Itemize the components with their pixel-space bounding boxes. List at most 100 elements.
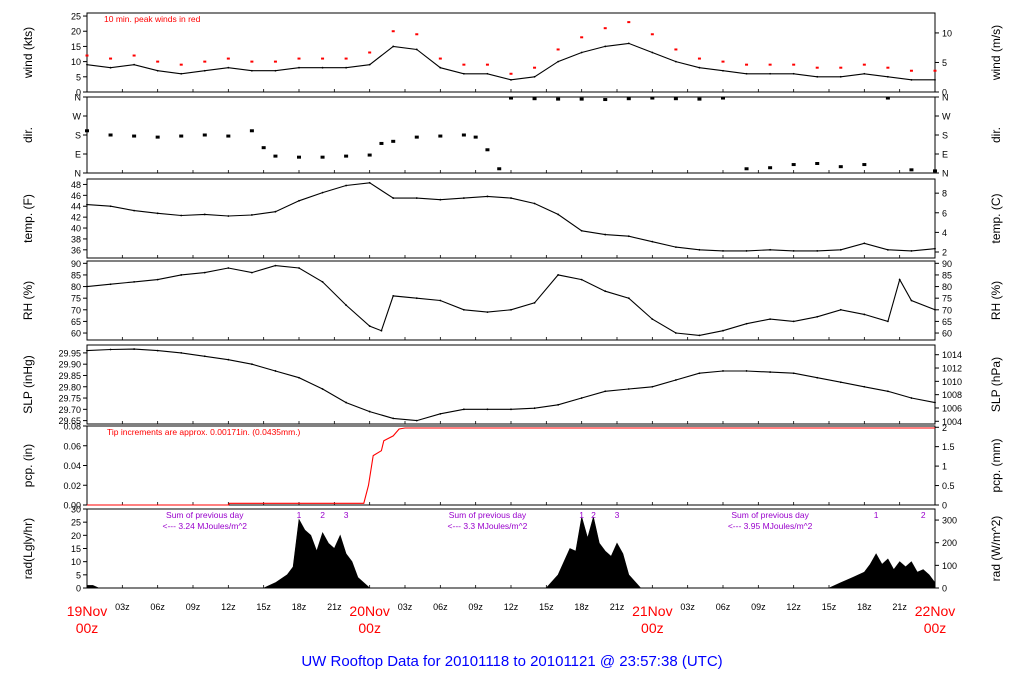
data-point	[910, 299, 913, 302]
left-axis-label: pcp. (in)	[21, 444, 35, 487]
direction-point	[497, 167, 502, 171]
left-axis-label: SLP (inHg)	[21, 355, 35, 413]
peak-wind-marker	[438, 57, 442, 60]
data-point	[557, 274, 560, 276]
hour-label: 21z	[327, 602, 342, 612]
data-point	[156, 69, 159, 72]
right-axis-label: wind (m/s)	[989, 25, 1003, 81]
data-point	[745, 370, 748, 372]
peak-wind-marker	[745, 63, 749, 66]
peak-wind-marker	[815, 66, 819, 69]
right-tick-label: 2	[942, 423, 947, 433]
left-tick-label: 15	[71, 544, 81, 554]
data-point	[533, 407, 536, 410]
direction-point	[226, 134, 231, 138]
data-point	[839, 308, 842, 311]
peak-wind-marker	[862, 63, 866, 66]
direction-point	[179, 134, 184, 138]
right-tick-label: 200	[942, 538, 957, 548]
data-point	[462, 197, 465, 199]
data-point	[816, 376, 819, 379]
panel-frame	[86, 425, 936, 506]
data-point	[745, 322, 748, 325]
data-point	[745, 72, 748, 75]
left-axis-label: RH (%)	[21, 281, 35, 320]
peak-wind-marker	[886, 66, 890, 69]
data-point	[274, 69, 277, 72]
left-tick-label: 42	[71, 213, 81, 223]
direction-point	[155, 135, 160, 139]
data-point	[439, 299, 442, 302]
hour-label: 03z	[680, 602, 695, 612]
data-point	[109, 348, 112, 351]
left-tick-label: W	[73, 112, 82, 122]
data-point	[722, 329, 724, 332]
data-point	[934, 247, 936, 250]
data-point	[886, 390, 889, 393]
left-tick-label: 20	[71, 27, 81, 37]
data-point	[651, 318, 654, 320]
data-point	[698, 372, 701, 375]
left-axis-label: dir.	[21, 127, 35, 143]
data-point	[674, 379, 677, 381]
data-point	[722, 69, 724, 72]
hour-label: 09z	[751, 602, 766, 612]
left-tick-label: 30	[71, 505, 81, 515]
direction-point	[815, 162, 820, 165]
right-tick-label: 1010	[942, 377, 962, 387]
series-line-relative-humidity	[86, 265, 936, 336]
solar-hour-mark: 1	[579, 510, 584, 520]
series-line-accumulated-precipitation	[87, 427, 935, 506]
hour-label: 12z	[786, 602, 801, 612]
sum-annotation-line2: <--- 3.95 MJoules/m^2	[728, 521, 813, 531]
data-point	[345, 304, 348, 307]
left-tick-label: 20	[71, 531, 81, 541]
peak-wind-marker	[226, 57, 230, 60]
data-point	[886, 75, 889, 78]
peak-wind-marker	[250, 60, 254, 63]
right-axis-label: rad (W/m^2)	[989, 516, 1003, 582]
data-point	[934, 401, 936, 404]
right-tick-label: 0.5	[942, 481, 955, 491]
left-tick-label: 0	[76, 584, 81, 594]
peak-wind-marker	[768, 63, 772, 66]
left-tick-label: 46	[71, 191, 81, 201]
hour-label: 12z	[221, 602, 236, 612]
data-point	[580, 397, 583, 399]
x-axis-labels: 03z 06z 09z 12z 15z 18z 21z 03z 06z 09z 12z 15z 18z 2…	[67, 602, 955, 636]
right-tick-label: 10	[942, 28, 952, 38]
data-point	[415, 48, 418, 51]
data-point	[439, 198, 442, 201]
data-point	[392, 417, 395, 420]
data-point	[227, 267, 230, 269]
direction-point	[367, 153, 372, 157]
left-tick-label: 80	[71, 282, 81, 292]
left-tick-label: 29.75	[58, 394, 81, 404]
data-point	[863, 242, 866, 245]
solar-hour-mark: 1	[874, 510, 879, 520]
solar-hour-mark: 2	[320, 510, 325, 520]
peak-wind-marker	[179, 63, 183, 66]
left-tick-label: 29.70	[58, 405, 81, 415]
direction-point	[673, 97, 678, 101]
hour-label: 06z	[150, 602, 165, 612]
data-point	[651, 51, 654, 54]
peak-wind-marker	[674, 48, 678, 51]
data-point	[557, 60, 560, 63]
data-point	[439, 66, 442, 69]
data-point	[321, 388, 324, 390]
data-point	[792, 372, 795, 375]
data-point	[792, 72, 795, 75]
direction-point	[202, 133, 207, 137]
data-point	[510, 78, 512, 81]
right-tick-label: S	[942, 131, 948, 141]
data-point	[86, 63, 88, 66]
data-point	[345, 401, 348, 404]
data-point	[321, 281, 324, 283]
data-point	[698, 66, 701, 69]
right-tick-label: 90	[942, 259, 952, 269]
